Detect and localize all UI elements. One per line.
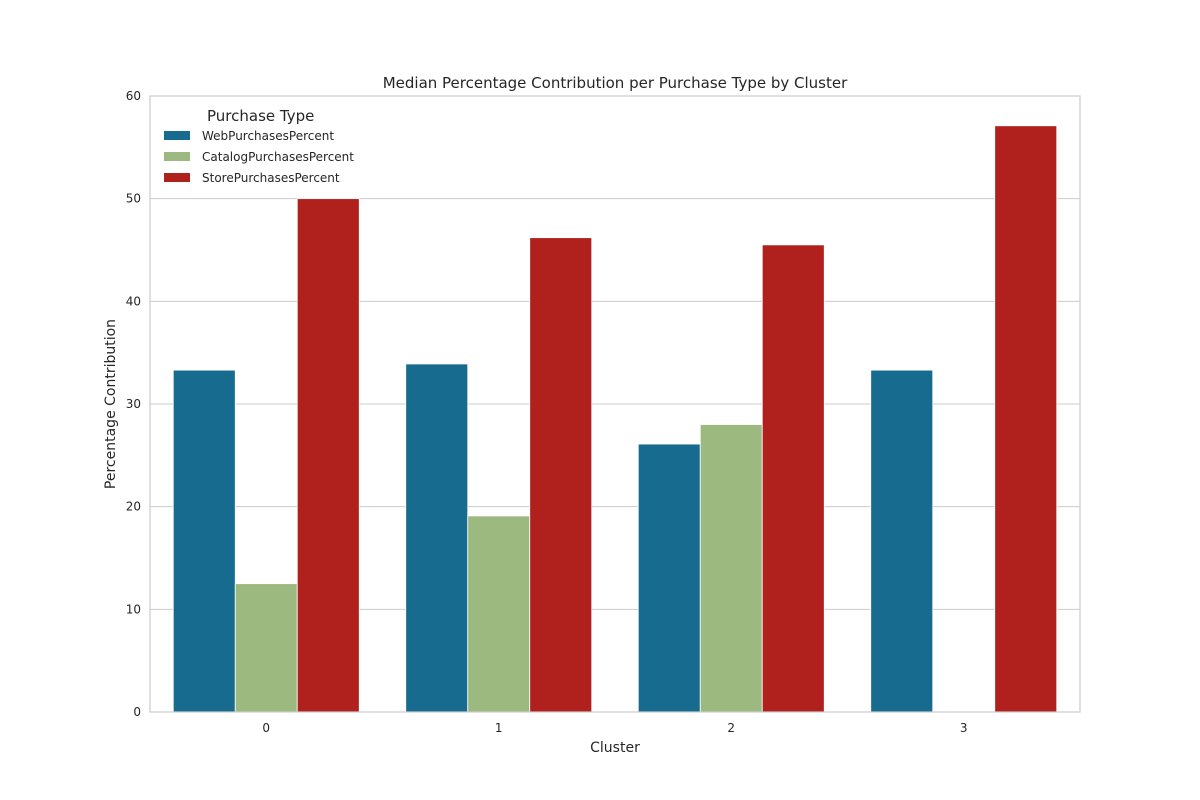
bar-StorePurchasesPercent-cluster-2 <box>761 244 825 713</box>
y-axis-label: Percentage Contribution <box>103 319 119 489</box>
x-tick-label: 3 <box>960 721 968 735</box>
legend-swatch <box>164 152 190 161</box>
y-tick-label: 20 <box>126 500 141 514</box>
bar-CatalogPurchasesPercent-cluster-1 <box>467 515 531 713</box>
y-tick-labels: 0 10 20 30 40 50 60 <box>126 89 141 719</box>
bar-WebPurchasesPercent-cluster-3 <box>870 369 934 713</box>
bar-StorePurchasesPercent-cluster-1 <box>529 237 593 713</box>
x-tick-label: 2 <box>727 721 735 735</box>
y-tick-label: 60 <box>126 89 141 103</box>
legend-swatch <box>164 131 190 140</box>
legend-label: WebPurchasesPercent <box>202 129 334 143</box>
bar-WebPurchasesPercent-cluster-2 <box>637 443 701 713</box>
y-tick-label: 30 <box>126 397 141 411</box>
chart-title: Median Percentage Contribution per Purch… <box>383 74 848 92</box>
x-tick-label: 1 <box>495 721 503 735</box>
bar-WebPurchasesPercent-cluster-1 <box>405 363 469 713</box>
legend: Purchase Type WebPurchasesPercent Catalog… <box>164 107 354 185</box>
bar-StorePurchasesPercent-cluster-0 <box>296 198 360 713</box>
x-tick-labels: 0 1 2 3 <box>262 721 967 735</box>
bar-StorePurchasesPercent-cluster-3 <box>994 125 1058 713</box>
x-tick-label: 0 <box>262 721 270 735</box>
y-tick-label: 40 <box>126 294 141 308</box>
x-axis-label: Cluster <box>590 740 640 756</box>
bar-CatalogPurchasesPercent-cluster-2 <box>699 424 763 713</box>
legend-label: StorePurchasesPercent <box>202 171 340 185</box>
legend-label: CatalogPurchasesPercent <box>202 150 354 164</box>
y-tick-label: 0 <box>133 705 141 719</box>
legend-title: Purchase Type <box>207 107 314 125</box>
y-tick-label: 50 <box>126 192 141 206</box>
bar-WebPurchasesPercent-cluster-0 <box>172 369 236 713</box>
legend-swatch <box>164 173 190 182</box>
bar-CatalogPurchasesPercent-cluster-0 <box>234 583 298 713</box>
y-tick-label: 10 <box>126 602 141 616</box>
legend-items: WebPurchasesPercent CatalogPurchasesPerce… <box>164 129 354 185</box>
plot-frame <box>149 95 1081 713</box>
